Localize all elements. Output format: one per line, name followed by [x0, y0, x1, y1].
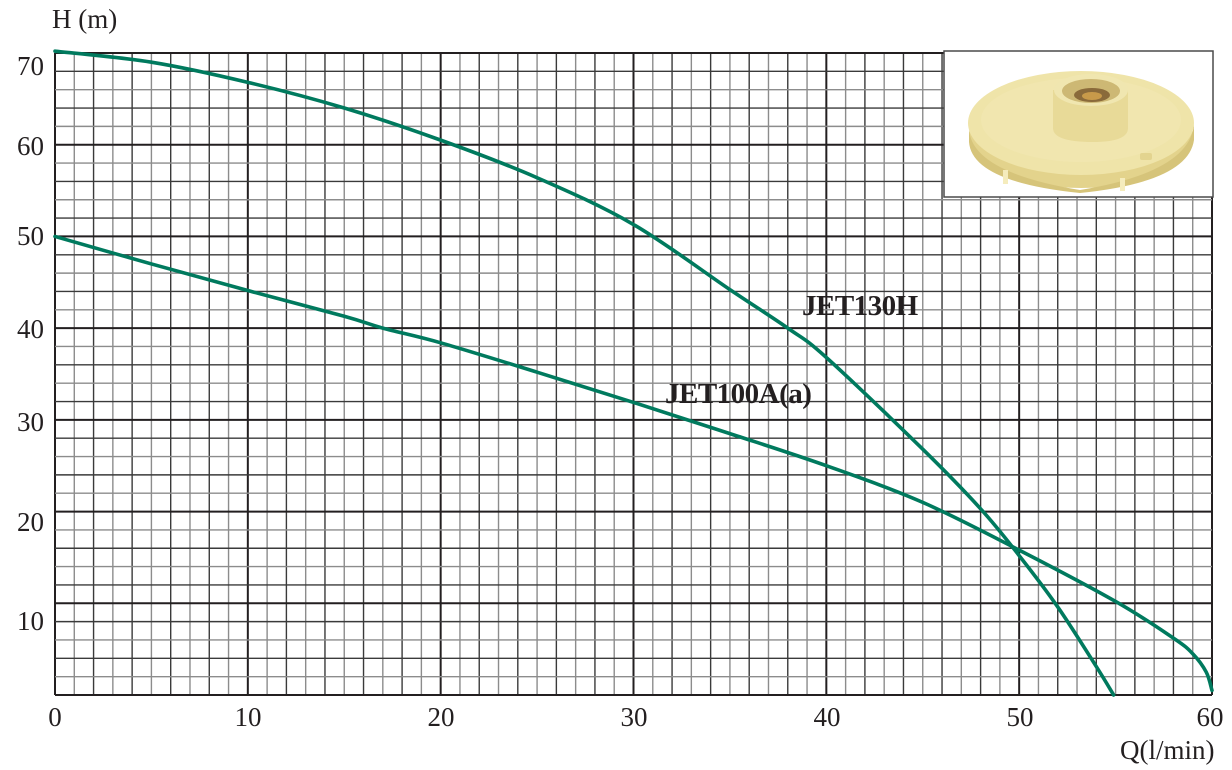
y-tick-40: 40: [17, 314, 44, 344]
impeller-inset: [943, 50, 1214, 198]
x-tick-40: 40: [813, 702, 841, 732]
y-tick-50: 50: [17, 221, 44, 251]
curve-jet130h: [53, 49, 1116, 697]
y-tick-70: 70: [17, 51, 44, 81]
x-tick-60: 60: [1196, 702, 1224, 732]
y-tick-30: 30: [17, 407, 44, 437]
x-tick-0: 0: [48, 702, 62, 732]
chart-curves: [53, 49, 1214, 697]
y-tick-60: 60: [17, 131, 44, 161]
curve-jet100a-a: [53, 234, 1214, 693]
x-tick-30: 30: [620, 702, 648, 732]
impeller-image: [968, 71, 1194, 193]
x-tick-20: 20: [427, 702, 455, 732]
y-axis-title: H (m): [52, 4, 118, 34]
x-axis-title: Q(l/min): [1120, 735, 1215, 765]
series-label-jet130h: JET130H: [802, 290, 918, 322]
y-tick-20: 20: [17, 507, 44, 537]
x-tick-10: 10: [234, 702, 262, 732]
series-label-jet100a: JET100A(a): [665, 378, 812, 410]
x-tick-50: 50: [1006, 702, 1034, 732]
y-tick-10: 10: [17, 606, 44, 636]
